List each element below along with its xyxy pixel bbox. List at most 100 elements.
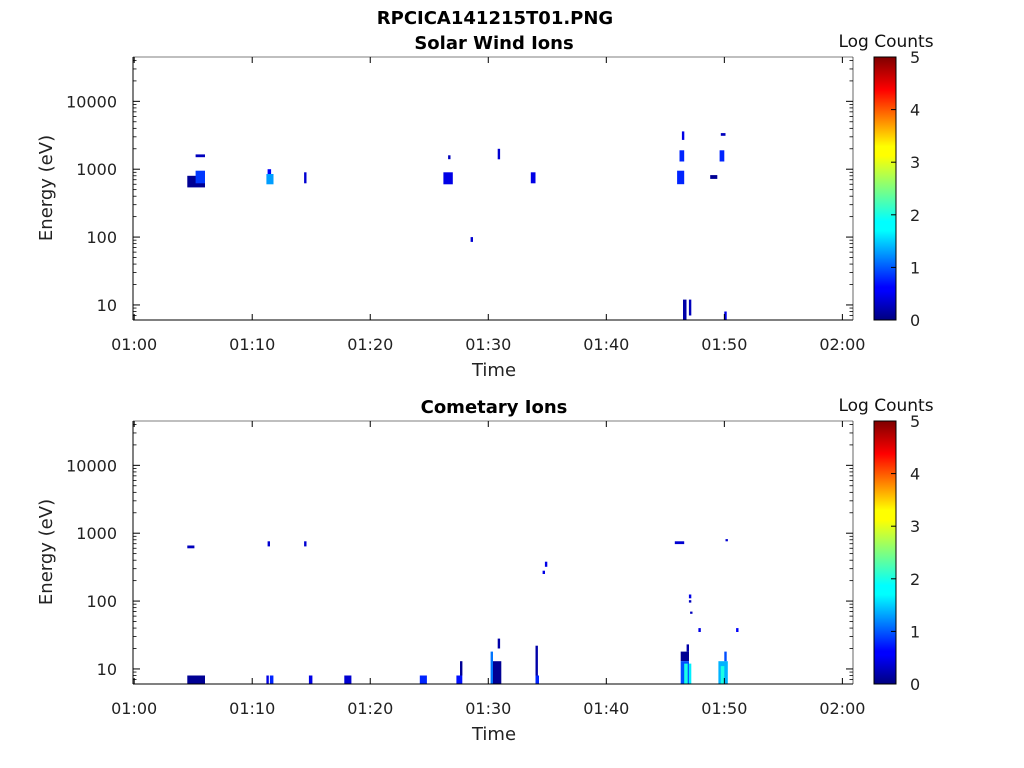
y-tick-label: 100 [86,228,117,247]
colorbar-tick-label: 4 [910,101,920,120]
spectrogram-cell [267,541,270,547]
spectrogram-cell [719,150,725,162]
spectrogram-cell [493,661,502,684]
spectrogram-cell [448,155,451,160]
colorbar-tick-label: 4 [910,465,920,484]
x-tick-label: 02:00 [819,335,865,354]
spectrogram-cell [542,570,545,574]
spectrogram-cell [688,600,692,603]
spectrogram-cell [680,651,689,662]
colorbar-tick-label: 1 [910,622,920,641]
spectrogram-cell [736,628,739,632]
spectrogram-cell [490,651,493,684]
y-tick-label: 10 [97,660,117,679]
spectrogram-cell [720,666,725,684]
spectrogram-cell [266,174,274,185]
spectrogram-cell [497,638,501,649]
spectrogram-cell [419,675,427,684]
colorbar-tick-label: 2 [910,570,920,589]
spectrogram-cell [460,661,463,676]
spectrogram-cell [344,675,352,684]
spectrogram-cell [267,169,272,174]
x-tick-label: 01:30 [465,699,511,718]
panel-title-cometary: Cometary Ions [421,397,568,418]
spectrogram-cell [686,644,689,652]
spectrogram-cell [456,675,463,684]
spectrogram-cell [688,594,692,599]
spectrogram-cell [304,541,307,547]
spectrogram-cell [677,170,685,185]
y-tick-label: 1000 [76,160,117,179]
y-tick-label: 10000 [66,456,117,475]
colorbar-tick-label: 2 [910,206,920,225]
colorbar-tick-label: 5 [910,412,920,431]
x-tick-label: 01:50 [701,699,747,718]
plot-area-solar-wind [133,57,853,320]
spectrogram-cells-solar-wind [187,131,727,320]
spectrogram-cells-cometary [187,539,739,684]
spectrogram-cell [698,628,701,632]
spectrogram-cell [679,150,685,162]
y-tick-label: 100 [86,592,117,611]
spectrogram-cell [308,675,313,684]
spectrogram-cell [690,611,693,614]
colorbar-ticks-solar-wind: 0 1 2 3 4 5 [891,48,920,330]
spectrogram-cell [195,170,205,184]
spectrogram-cell [535,645,538,684]
colorbar-tick-label: 5 [910,48,920,67]
spectrogram-cell [187,545,195,549]
spectrogram-cell [195,154,205,158]
x-tick-label: 01:50 [701,335,747,354]
x-tick-label: 01:00 [111,699,157,718]
spectrogram-cell [724,651,727,662]
spectrogram-cell [720,133,726,136]
colorbar-tick-label: 1 [910,258,920,277]
y-axis-label-cometary: Energy (eV) [36,499,57,605]
axes-cometary: 01:00 01:10 01:20 01:30 01:40 01:50 02:00 10 100… [66,420,865,718]
x-tick-label: 01:10 [229,699,275,718]
x-tick-label: 01:20 [347,699,393,718]
spectrogram-cell [443,172,453,185]
spectrogram-cell [688,299,692,316]
spectrogram-cell [304,172,307,184]
spectrogram-cell [187,675,205,684]
plot-area-cometary [133,421,853,684]
axes-solar-wind: 01:00 01:10 01:20 01:30 01:40 01:50 02:00 10 100… [66,56,865,354]
y-tick-label: 1000 [76,524,117,543]
spectrogram-cell [530,172,536,184]
x-tick-label: 01:30 [465,335,511,354]
cometary-panel: Cometary Ions 01:00 01:10 01:20 01:30 01:40 0… [36,396,934,745]
colorbar-ticks-cometary: 0 1 2 3 4 5 [891,412,920,694]
x-tick-label: 01:10 [229,335,275,354]
spectrogram-cell [684,663,688,684]
spectrogram-cell [683,299,687,320]
x-tick-label: 01:00 [111,335,157,354]
x-axis-label-cometary: Time [471,724,516,745]
y-tick-label: 10000 [66,92,117,111]
spectrogram-cell [710,175,718,179]
y-tick-label: 10 [97,296,117,315]
spectrogram-cell [266,675,269,684]
x-tick-label: 02:00 [819,699,865,718]
y-axis-label-solar-wind: Energy (eV) [36,135,57,241]
x-tick-label: 01:40 [583,699,629,718]
colorbar-tick-label: 0 [910,675,920,694]
colorbar-cometary [873,420,897,685]
colorbar-tick-label: 3 [910,517,920,536]
figure-title: RPCICA141215T01.PNG [377,8,613,29]
spectrogram-cell [681,131,685,140]
spectrogram-cell [688,663,692,684]
spectrogram-cell [725,539,728,542]
spectrogram-cell [535,675,539,684]
panel-title-solar-wind: Solar Wind Ions [414,33,573,54]
colorbar-solar-wind [873,56,897,321]
spectrogram-cell [269,675,274,684]
spectrogram-cell [497,148,501,160]
spectrogram-cell [674,541,685,545]
spectrogram-cell [544,561,548,567]
colorbar-label-cometary: Log Counts [838,396,933,416]
solar-wind-panel: Solar Wind Ions 01:00 01:10 01:20 01:30 01:4… [36,32,934,381]
colorbar-tick-label: 0 [910,311,920,330]
x-tick-label: 01:20 [347,335,393,354]
